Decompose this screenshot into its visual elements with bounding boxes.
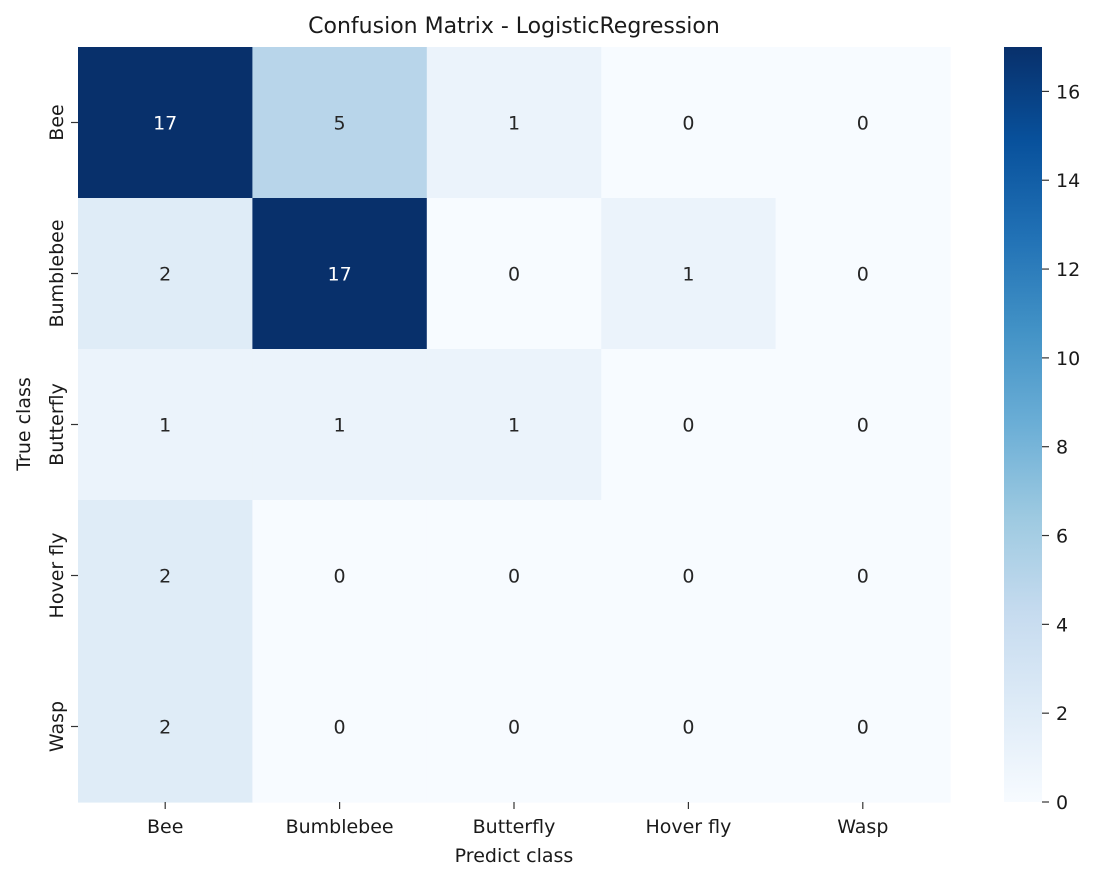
colorbar-tick-label: 14	[1056, 170, 1080, 192]
cell-value-label: 1	[508, 113, 520, 135]
colorbar-tick-label: 6	[1056, 526, 1068, 548]
heatmap-cell	[426, 198, 602, 350]
heatmap-annotations: 17 5 1 0 0 2 17 0 1 0 1 1 1 0 0 2 0 0 0 0 2 0 0 0 0	[153, 113, 869, 739]
y-tick-label: Butterfly	[46, 383, 68, 466]
heatmap-cell	[775, 47, 951, 199]
heatmap-cell	[426, 651, 602, 803]
y-tick-label: Bee	[46, 104, 68, 140]
cell-value-label: 17	[153, 113, 177, 135]
cell-value-label: 0	[857, 264, 869, 286]
colorbar-tick-label: 0	[1056, 792, 1068, 814]
heatmap-cell	[601, 651, 777, 803]
colorbar-tick-label: 12	[1056, 259, 1080, 281]
colorbar: 0 2 4 6 8 10 12 14 16	[1004, 47, 1080, 814]
colorbar-tick-label: 16	[1056, 81, 1080, 103]
cell-value-label: 0	[857, 415, 869, 437]
heatmap-cell	[426, 47, 602, 199]
cell-value-label: 0	[508, 264, 520, 286]
cell-value-label: 1	[508, 415, 520, 437]
x-tick-label: Hover fly	[645, 816, 731, 838]
cell-value-label: 0	[334, 566, 346, 588]
heatmap-cell	[78, 47, 253, 199]
x-axis-label: Predict class	[455, 845, 574, 867]
cell-value-label: 0	[508, 717, 520, 739]
x-axis: Bee Bumblebee Butterfly Hover fly Wasp	[147, 802, 888, 838]
heatmap-cell	[252, 349, 428, 501]
y-axis: Bee Bumblebee Butterfly Hover fly Wasp	[46, 104, 78, 752]
cell-value-label: 1	[159, 415, 171, 437]
cell-value-label: 0	[682, 717, 694, 739]
cell-value-label: 2	[159, 264, 171, 286]
colorbar-tick-label: 10	[1056, 348, 1080, 370]
cell-value-label: 0	[682, 415, 694, 437]
colorbar-tick-label: 4	[1056, 614, 1068, 636]
heatmap-cell	[78, 198, 253, 350]
heatmap-cell	[601, 349, 777, 501]
cell-value-label: 17	[328, 264, 352, 286]
heatmap-cell	[252, 47, 428, 199]
chart-title: Confusion Matrix - LogisticRegression	[308, 14, 720, 39]
heatmap-cell	[78, 500, 253, 652]
cell-value-label: 2	[159, 566, 171, 588]
heatmap-cell	[775, 349, 951, 501]
colorbar-tick-label: 8	[1056, 437, 1068, 459]
heatmap-cell	[426, 349, 602, 501]
heatmap-cells	[78, 47, 951, 803]
cell-value-label: 0	[857, 113, 869, 135]
cell-value-label: 0	[508, 566, 520, 588]
cell-value-label: 1	[682, 264, 694, 286]
x-tick-label: Bumblebee	[286, 816, 394, 838]
heatmap-cell	[601, 198, 777, 350]
y-tick-label: Wasp	[46, 701, 68, 752]
cell-value-label: 0	[682, 566, 694, 588]
cell-value-label: 0	[682, 113, 694, 135]
heatmap-cell	[252, 500, 428, 652]
cell-value-label: 0	[857, 717, 869, 739]
cell-value-label: 1	[334, 415, 346, 437]
heatmap-cell	[775, 198, 951, 350]
y-tick-label: Bumblebee	[46, 219, 68, 327]
heatmap-cell	[601, 500, 777, 652]
cell-value-label: 2	[159, 717, 171, 739]
heatmap-cell	[78, 651, 253, 803]
cell-value-label: 0	[334, 717, 346, 739]
heatmap-cell	[601, 47, 777, 199]
y-tick-label: Hover fly	[46, 533, 68, 619]
heatmap-cell	[78, 349, 253, 501]
y-axis-label: True class	[13, 377, 35, 472]
x-tick-label: Bee	[147, 816, 183, 838]
heatmap-cell	[252, 651, 428, 803]
heatmap-cell	[775, 500, 951, 652]
cell-value-label: 5	[334, 113, 346, 135]
colorbar-tick-label: 2	[1056, 703, 1068, 725]
x-tick-label: Wasp	[837, 816, 888, 838]
x-tick-label: Butterfly	[473, 816, 556, 838]
cell-value-label: 0	[857, 566, 869, 588]
heatmap-cell	[775, 651, 951, 803]
heatmap-cell	[426, 500, 602, 652]
heatmap-cell	[252, 198, 428, 350]
colorbar-gradient	[1004, 47, 1042, 802]
